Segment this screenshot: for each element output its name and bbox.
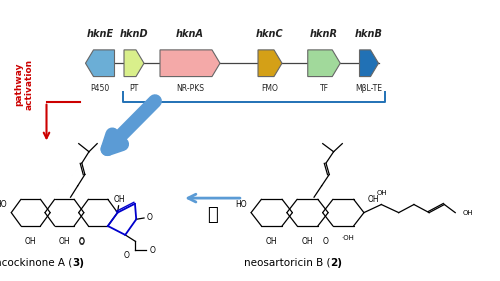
Text: OH: OH — [463, 210, 473, 216]
Text: FMO: FMO — [262, 84, 278, 93]
Text: hknE: hknE — [86, 29, 114, 39]
Text: hknC: hknC — [256, 29, 284, 39]
Text: OH: OH — [25, 237, 36, 246]
Polygon shape — [308, 50, 340, 76]
Text: NR-PKS: NR-PKS — [176, 84, 204, 93]
Text: OH: OH — [367, 195, 379, 204]
Text: O: O — [150, 246, 156, 255]
Text: O: O — [146, 213, 152, 222]
Polygon shape — [160, 50, 220, 76]
Text: HO: HO — [0, 200, 7, 209]
Polygon shape — [258, 50, 282, 76]
Text: OH: OH — [58, 237, 70, 246]
Polygon shape — [360, 50, 378, 76]
Text: 2): 2) — [330, 257, 342, 268]
Text: P450: P450 — [90, 84, 110, 93]
Text: O: O — [124, 251, 129, 260]
Text: hknD: hknD — [120, 29, 148, 39]
Text: PT: PT — [130, 84, 138, 93]
Text: 🔒: 🔒 — [207, 206, 218, 224]
Text: OH: OH — [114, 195, 126, 204]
Text: O: O — [78, 237, 84, 246]
Text: hancockinone A (: hancockinone A ( — [0, 257, 72, 268]
Text: OH: OH — [266, 237, 278, 246]
Text: O: O — [322, 237, 328, 246]
Polygon shape — [124, 50, 144, 76]
Text: pathway
activation: pathway activation — [14, 59, 34, 110]
Text: O: O — [78, 238, 84, 247]
Text: hknB: hknB — [355, 29, 383, 39]
Text: HO: HO — [235, 200, 246, 209]
Text: ·OH: ·OH — [341, 235, 354, 241]
Text: hknR: hknR — [310, 29, 338, 39]
Text: hknA: hknA — [176, 29, 204, 39]
Text: 3): 3) — [72, 257, 85, 268]
Text: TF: TF — [320, 84, 328, 93]
Text: OH: OH — [377, 191, 388, 196]
Text: MβL-TE: MβL-TE — [356, 84, 382, 93]
Polygon shape — [86, 50, 114, 76]
Text: neosartoricin B (: neosartoricin B ( — [244, 257, 330, 268]
Text: OH: OH — [302, 237, 314, 246]
